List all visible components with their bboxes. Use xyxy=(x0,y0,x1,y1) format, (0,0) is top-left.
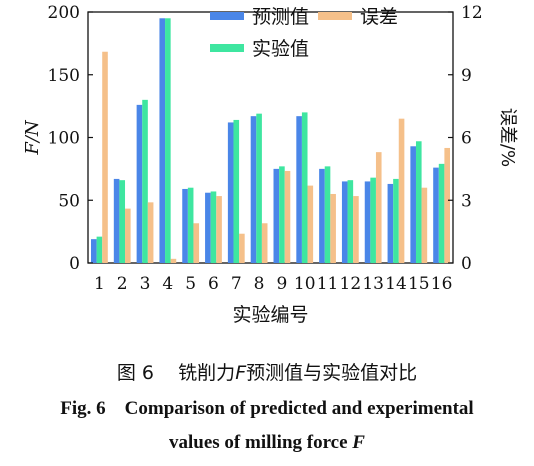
x-tick-label: 12 xyxy=(340,274,362,294)
legend-label: 误差 xyxy=(360,6,398,28)
right-tick-label: 0 xyxy=(461,254,472,274)
caption-en-text1: Comparison of predicted and experimental xyxy=(124,398,474,419)
x-tick-label: 7 xyxy=(231,274,242,294)
bar-experimental xyxy=(187,187,194,263)
right-tick-label: 6 xyxy=(461,129,472,149)
bar-experimental xyxy=(210,191,217,263)
bar-error xyxy=(421,187,428,263)
right-tick-label: 9 xyxy=(461,66,472,86)
bar-experimental xyxy=(347,180,354,263)
y-axis-label-left: F/N xyxy=(22,119,43,156)
legend-swatch xyxy=(318,12,352,20)
bar-experimental xyxy=(324,166,331,263)
figure-caption-en-line2: values of milling force F xyxy=(0,432,534,454)
caption-en-prefix: Fig. 6 xyxy=(60,398,106,419)
y-axis-label-right: 误差/% xyxy=(497,108,518,167)
chart-bars xyxy=(91,18,450,264)
x-tick-label: 14 xyxy=(385,274,407,294)
bar-error xyxy=(170,258,177,263)
bar-experimental xyxy=(393,178,399,263)
x-tick-label: 2 xyxy=(117,274,128,294)
bar-experimental xyxy=(256,113,262,263)
x-axis-label: 实验编号 xyxy=(232,304,308,326)
bar-experimental xyxy=(279,166,285,263)
x-tick-label: 6 xyxy=(208,274,219,294)
right-tick-label: 3 xyxy=(461,191,472,211)
bar-error xyxy=(216,196,222,263)
bar-experimental xyxy=(165,18,171,264)
bar-predicted xyxy=(182,188,188,263)
figure-caption-en-line1: Fig. 6 Comparison of predicted and exper… xyxy=(0,398,534,420)
x-tick-label: 10 xyxy=(294,274,316,294)
bar-predicted xyxy=(113,178,120,263)
left-tick-label: 150 xyxy=(48,66,80,86)
bar-predicted xyxy=(273,168,280,263)
left-tick-label: 200 xyxy=(48,3,80,23)
bar-predicted xyxy=(159,18,166,264)
figure-caption-cn: 图 6 铣削力F预测值与实验值对比 xyxy=(0,358,534,385)
bar-predicted xyxy=(410,146,416,263)
bar-experimental xyxy=(415,141,422,263)
bar-error xyxy=(398,118,405,263)
x-tick-label: 16 xyxy=(431,274,453,294)
bar-experimental xyxy=(233,119,240,264)
bar-error xyxy=(125,208,131,263)
bar-error xyxy=(330,193,336,263)
legend-swatch xyxy=(210,44,244,52)
x-tick-label: 5 xyxy=(185,274,196,294)
caption-cn-var: F xyxy=(235,362,247,384)
bar-error xyxy=(444,147,450,263)
bar-error xyxy=(261,223,268,263)
legend-swatch xyxy=(210,12,244,20)
right-tick-label: 12 xyxy=(461,3,483,23)
bar-experimental xyxy=(438,163,445,263)
bar-error xyxy=(375,152,382,263)
bar-error xyxy=(147,202,154,263)
bar-predicted xyxy=(364,181,371,263)
caption-cn-rest: 预测值与实验值对比 xyxy=(246,362,418,384)
bar-experimental xyxy=(301,112,308,264)
x-tick-label: 15 xyxy=(408,274,430,294)
bar-predicted xyxy=(227,122,234,263)
bar-predicted xyxy=(205,192,211,263)
bar-predicted xyxy=(136,104,143,264)
left-tick-label: 0 xyxy=(69,254,80,274)
x-tick-label: 11 xyxy=(317,274,339,294)
bar-predicted xyxy=(387,183,394,263)
bar-predicted xyxy=(296,116,302,263)
bar-predicted xyxy=(250,116,257,263)
bar-error xyxy=(307,185,314,263)
x-tick-label: 8 xyxy=(254,274,265,294)
left-tick-label: 100 xyxy=(48,129,80,149)
caption-cn-text: 铣削力 xyxy=(178,362,236,384)
bar-experimental xyxy=(370,177,376,263)
bar-error xyxy=(353,196,359,263)
x-tick-label: 9 xyxy=(276,274,287,294)
legend-label: 预测值 xyxy=(252,6,309,28)
caption-en-text2: values of milling force xyxy=(169,432,348,453)
bar-error xyxy=(284,170,291,263)
x-tick-label: 13 xyxy=(362,274,384,294)
left-tick-label: 50 xyxy=(58,191,80,211)
bar-predicted xyxy=(319,168,325,263)
bar-experimental xyxy=(142,99,148,263)
bar-error xyxy=(102,51,108,263)
bar-experimental xyxy=(96,236,103,263)
x-tick-label: 4 xyxy=(162,274,173,294)
chart-axes: F/N 误差/% 实验编号 xyxy=(22,11,518,326)
bar-error xyxy=(239,233,245,263)
bar-predicted xyxy=(91,239,97,263)
legend-label: 实验值 xyxy=(252,38,309,60)
bar-predicted xyxy=(341,181,348,263)
x-tick-label: 1 xyxy=(94,274,105,294)
bar-predicted xyxy=(433,167,439,263)
bar-error xyxy=(193,223,200,263)
caption-en-var: F xyxy=(352,432,365,453)
caption-cn-prefix: 图 6 xyxy=(116,362,154,384)
x-tick-label: 3 xyxy=(140,274,151,294)
bar-experimental xyxy=(119,180,126,263)
